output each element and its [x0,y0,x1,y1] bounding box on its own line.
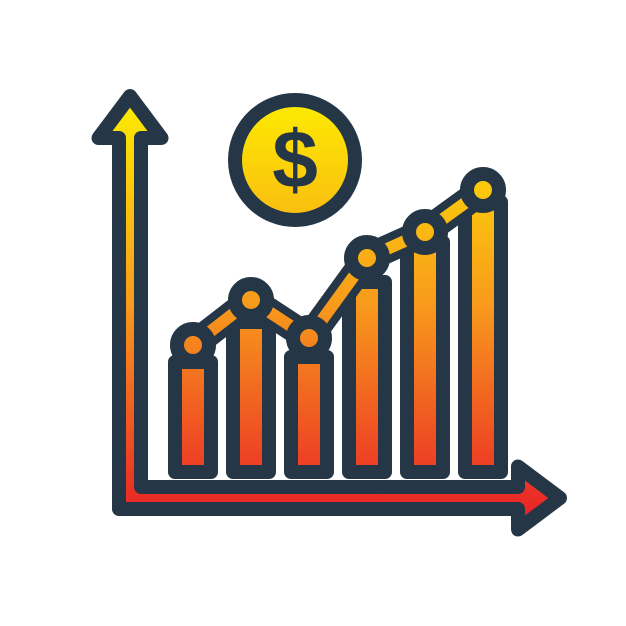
trend-node [235,284,267,316]
trend-node [409,216,441,248]
trend-node [177,329,209,361]
trend-node [293,322,325,354]
trend-node [467,174,499,206]
financial-growth-chart-icon: $ [0,0,626,626]
bar [465,202,501,472]
bar [291,357,327,472]
bar [233,322,269,472]
dollar-sign: $ [272,115,318,206]
bar [349,282,385,472]
trend-node [351,242,383,274]
bar [175,362,211,472]
bar [407,242,443,472]
